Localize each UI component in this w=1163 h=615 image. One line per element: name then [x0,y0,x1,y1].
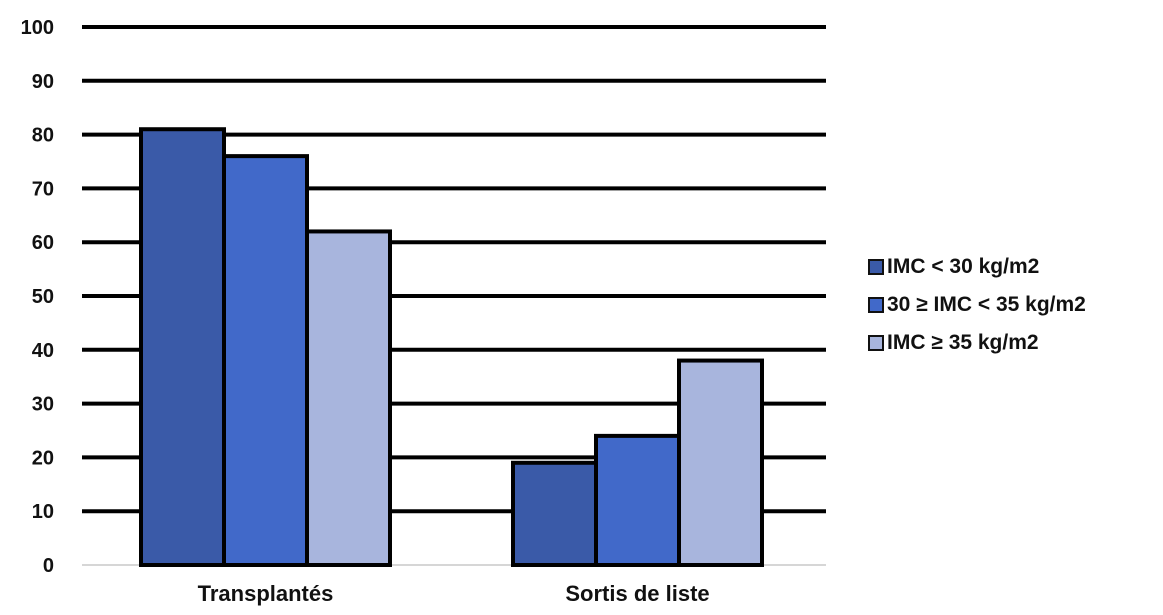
legend-item-imc-35-plus: IMC ≥ 35 kg/m2 [868,324,1086,362]
x-category-label: Sortis de liste [565,581,709,606]
y-tick-label: 10 [32,501,54,523]
legend-item-imc-under-30: IMC < 30 kg/m2 [868,248,1086,286]
y-axis-ticks: 0 10 20 30 40 50 60 70 80 90 100 [21,17,54,577]
bar [594,433,681,567]
y-tick-label: 30 [32,394,54,416]
bars [139,127,764,567]
y-tick-label: 60 [32,232,54,254]
bar [139,127,226,567]
y-tick-label: 90 [32,71,54,93]
legend-label: IMC < 30 kg/m2 [887,255,1040,278]
bar [677,358,764,567]
x-axis-labels: Transplantés Sortis de liste [198,581,710,606]
bar [511,460,598,567]
y-tick-label: 70 [32,178,54,200]
y-tick-label: 80 [32,125,54,147]
legend-label: 30 ≥ IMC < 35 kg/m2 [887,293,1086,316]
legend-label: IMC ≥ 35 kg/m2 [887,331,1039,354]
x-category-label: Transplantés [198,581,334,606]
legend-swatch-imc-30-35 [868,297,884,313]
bar [222,154,309,567]
legend-swatch-imc-under-30 [868,259,884,275]
legend-item-imc-30-35: 30 ≥ IMC < 35 kg/m2 [868,286,1086,324]
legend-swatch-imc-35-plus [868,335,884,351]
bar [305,229,392,567]
legend: IMC < 30 kg/m2 30 ≥ IMC < 35 kg/m2 IMC ≥… [868,248,1086,362]
y-tick-label: 0 [43,555,54,577]
y-tick-label: 20 [32,447,54,469]
y-tick-label: 50 [32,286,54,308]
y-tick-label: 100 [21,17,54,39]
y-tick-label: 40 [32,340,54,362]
